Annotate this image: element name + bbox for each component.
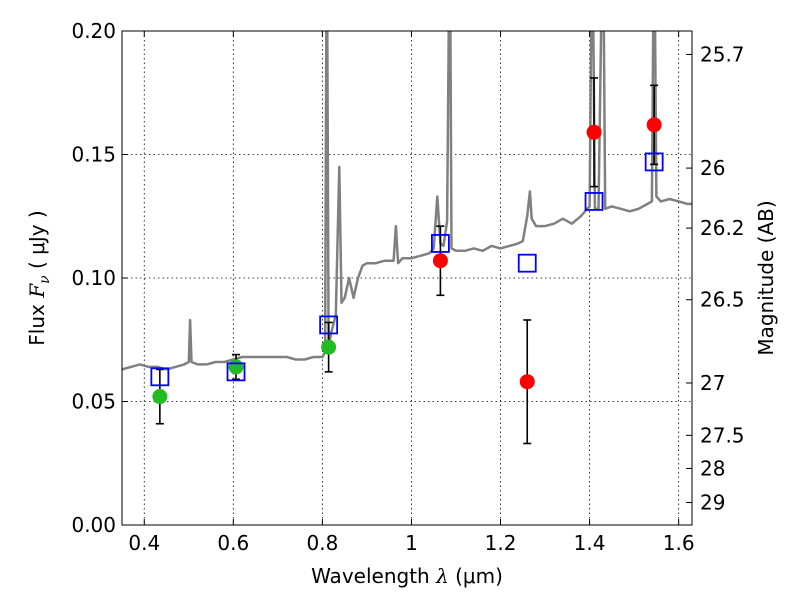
y-axis-label-suffix: ( μJy )	[25, 210, 49, 275]
model-point	[319, 315, 339, 335]
y-tick-label: 0.20	[71, 19, 116, 43]
y-tick-label: 0.10	[71, 266, 116, 290]
data-point	[152, 389, 168, 405]
y2-tick-label: 26	[700, 156, 725, 180]
data-point	[432, 253, 448, 269]
y-tick-label: 0.00	[71, 513, 116, 537]
data-point	[586, 124, 602, 140]
x-tick-label: 0.4	[128, 531, 160, 555]
y2-tick-label: 25.7	[700, 42, 745, 66]
model-point	[150, 367, 170, 387]
data-point	[228, 359, 244, 375]
x-axis-label-prefix: Wavelength	[311, 564, 436, 588]
x-tick-label: 1.4	[574, 531, 606, 555]
data-point	[321, 339, 337, 355]
model-point	[226, 362, 246, 382]
x-tick-label: 1	[405, 531, 418, 555]
y-tick-label: 0.15	[71, 143, 116, 167]
x-tick-label: 0.8	[306, 531, 338, 555]
y2-tick-label: 26.5	[700, 288, 745, 312]
y2-tick-label: 27.5	[700, 423, 745, 447]
y-axis-label-symbol: F	[25, 283, 49, 299]
model-spectrum	[122, 31, 692, 371]
spectrum-line	[122, 31, 692, 371]
x-tick-label: 1.2	[485, 531, 517, 555]
model-point	[584, 192, 604, 211]
y2-tick-label: 28	[700, 456, 725, 480]
y-tick-label: 0.05	[71, 390, 116, 414]
y2-tick-label: 29	[700, 491, 725, 515]
y2-tick-label: 27	[700, 371, 725, 395]
y-axis-label-prefix: Flux	[25, 298, 49, 346]
model-point	[430, 234, 450, 253]
x-axis-label-suffix: (μm)	[449, 564, 503, 588]
y-axis-label: Flux Fν ( μJy )	[25, 210, 53, 345]
y-axis-label-subscript: ν	[37, 275, 53, 284]
x-axis-label-symbol: λ	[435, 564, 449, 588]
data-point	[519, 374, 535, 390]
y2-tick-label: 26.2	[700, 216, 745, 240]
model-point	[517, 253, 537, 273]
x-axis-label: Wavelength λ (μm)	[311, 564, 503, 588]
grid	[122, 30, 692, 526]
x-tick-label: 0.6	[217, 531, 249, 555]
y2-axis-label: Magnitude (AB)	[754, 200, 778, 355]
data-point	[646, 117, 662, 133]
x-tick-label: 1.6	[663, 531, 695, 555]
data-points	[150, 77, 664, 445]
axis-ticks: 0.4 0.6 0.8 1 1.2 1.4 1.6 0.00 0.05 0.10 0.15 0.20 2…	[71, 19, 744, 555]
model-point	[644, 152, 664, 172]
